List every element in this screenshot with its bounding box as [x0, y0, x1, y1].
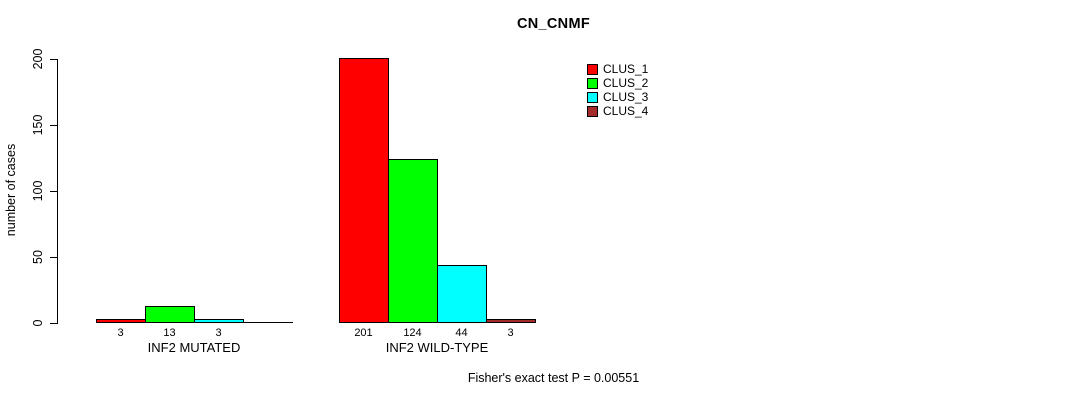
bar-clus_2 — [388, 159, 438, 323]
legend-row-clus_4: CLUS_4 — [587, 104, 648, 118]
legend-swatch-icon — [587, 105, 598, 117]
legend-label: CLUS_1 — [603, 62, 649, 76]
legend-label: CLUS_3 — [603, 90, 649, 104]
bar-clus_3 — [194, 319, 244, 323]
bar-clus_2 — [145, 306, 195, 323]
legend-swatch-icon — [587, 91, 598, 103]
bar-value-label: 3 — [507, 327, 514, 339]
legend-swatch-icon — [587, 77, 598, 89]
bar-clus_1 — [339, 58, 389, 323]
bar-value-label: 13 — [163, 327, 176, 339]
category-label: INF2 MUTATED — [147, 340, 241, 355]
legend-label: CLUS_4 — [603, 104, 649, 118]
y-tick-label: 50 — [31, 250, 45, 264]
bar-clus_3 — [437, 265, 487, 323]
y-tick-label: 200 — [31, 48, 45, 70]
bar-value-label: 3 — [117, 327, 124, 339]
y-tick-label: 150 — [31, 114, 45, 136]
y-tick-mark — [50, 190, 57, 192]
y-tick-label: 100 — [31, 180, 45, 202]
y-axis-label: number of cases — [4, 143, 18, 237]
y-tick-label: 0 — [31, 319, 45, 327]
legend-swatch-icon — [587, 63, 598, 75]
bar-value-label: 3 — [215, 327, 222, 339]
legend-row-clus_2: CLUS_2 — [587, 76, 648, 90]
bar-clus_1 — [96, 319, 146, 323]
y-tick-mark — [50, 58, 57, 60]
bar-value-label: 44 — [455, 327, 468, 339]
legend-row-clus_3: CLUS_3 — [587, 90, 648, 104]
bar-value-label: 201 — [354, 327, 373, 339]
y-tick-mark — [50, 124, 57, 126]
y-tick-mark — [50, 256, 57, 258]
fisher-test-annotation: Fisher's exact test P = 0.00551 — [467, 371, 640, 385]
bar-value-label: 124 — [403, 327, 422, 339]
legend: CLUS_1 CLUS_2 CLUS_3 CLUS_4 — [587, 62, 648, 118]
legend-row-clus_1: CLUS_1 — [587, 62, 648, 76]
bar-clus_4 — [486, 319, 536, 323]
category-label: INF2 WILD-TYPE — [385, 340, 489, 355]
chart-title: CN_CNMF — [517, 16, 590, 32]
legend-label: CLUS_2 — [603, 76, 649, 90]
y-axis-line — [57, 59, 58, 324]
y-tick-mark — [50, 322, 57, 324]
